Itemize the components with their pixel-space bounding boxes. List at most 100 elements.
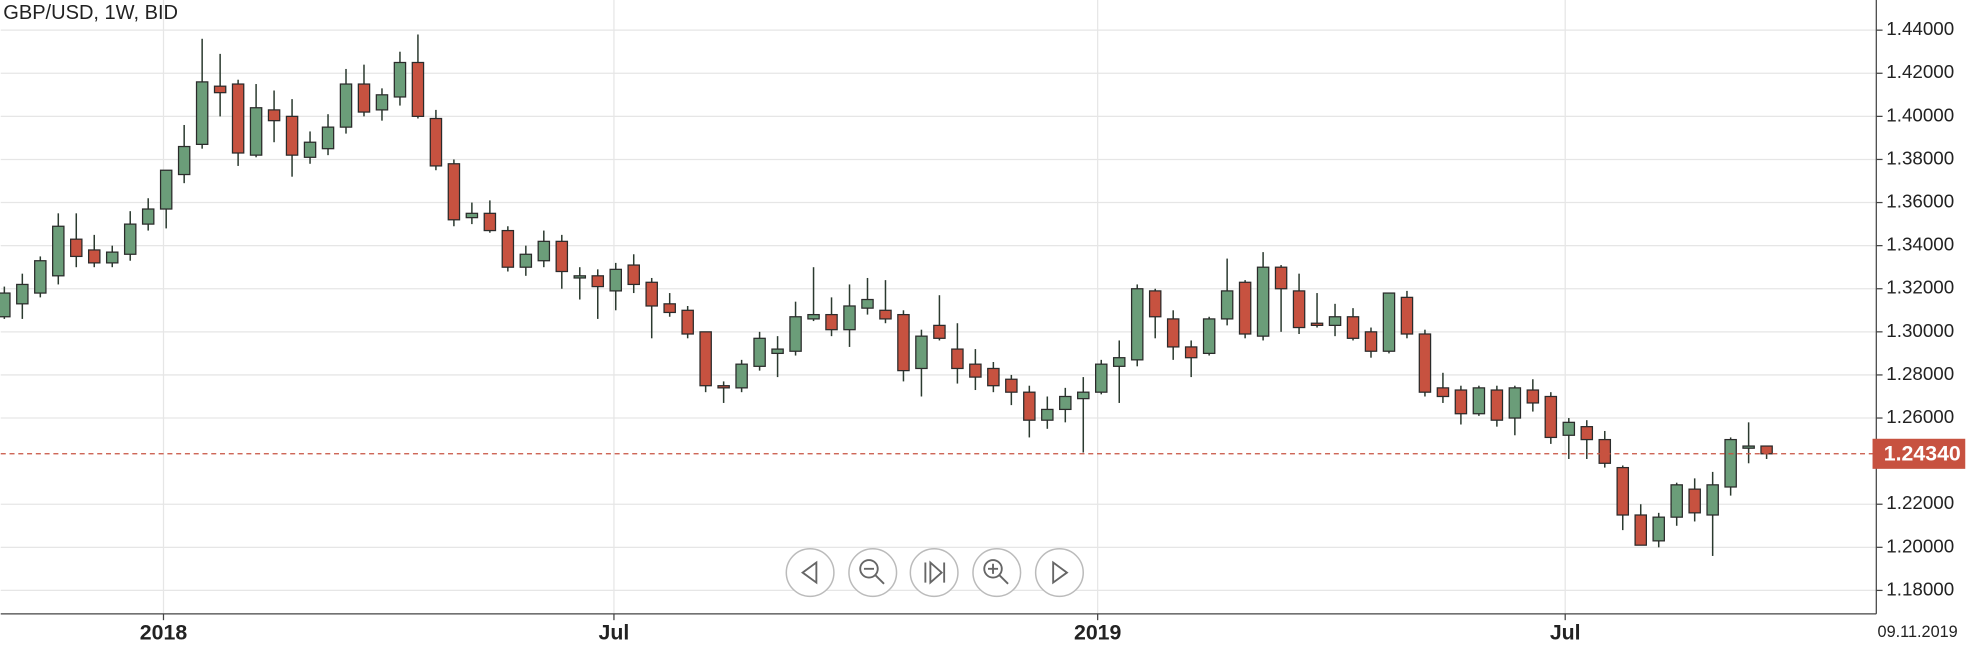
last-price-box: [1872, 438, 1966, 469]
candle-body: [1688, 488, 1701, 514]
candle-body: [933, 324, 946, 339]
candle-body: [645, 281, 658, 307]
y-tick-label: 1.44000: [1886, 18, 1954, 39]
candle-body: [735, 363, 748, 389]
y-tick-label: 1.18000: [1886, 578, 1954, 599]
candle-body: [52, 225, 65, 277]
candle-body: [87, 249, 101, 264]
candle-body: [0, 292, 11, 318]
x-tick-label: Jul: [1550, 621, 1581, 645]
candle-body: [1130, 288, 1144, 361]
candle-body: [1616, 466, 1630, 516]
navigation: [785, 548, 1084, 598]
candle-body: [195, 81, 209, 145]
candle-body: [105, 251, 119, 264]
x-tick-label: 2018: [140, 621, 188, 645]
candle-body: [177, 145, 191, 176]
candle-body: [393, 61, 407, 98]
candles: [0, 34, 1773, 556]
candle-body: [1041, 408, 1054, 421]
candle-body: [1023, 391, 1036, 421]
zoom-in-button[interactable]: [972, 548, 1022, 598]
candle-body: [1256, 266, 1270, 337]
candle-body: [16, 283, 29, 305]
candle-body: [303, 141, 317, 158]
candle-body: [1382, 292, 1396, 352]
candle-body: [1436, 387, 1450, 398]
candle-body: [1112, 357, 1126, 367]
last-price-label: 1.24340: [1884, 442, 1961, 466]
candle-body: [771, 348, 784, 355]
candle-body: [1724, 438, 1737, 488]
candle-body: [1580, 426, 1594, 441]
candle-body: [123, 223, 137, 255]
candle-body: [1652, 516, 1665, 542]
candle-body: [267, 109, 281, 122]
candle-body: [969, 363, 982, 378]
candle-body: [915, 335, 928, 370]
candle-body: [1400, 296, 1414, 335]
candle-body: [807, 313, 820, 320]
reset-button[interactable]: [909, 548, 959, 598]
candle-body: [1634, 514, 1647, 546]
candle-body: [1760, 445, 1773, 455]
candle-body: [1274, 266, 1288, 290]
candle-body: [1184, 346, 1198, 359]
candle-body: [70, 238, 83, 258]
candle-body: [447, 163, 461, 221]
candle-body: [411, 61, 425, 117]
candle-body: [357, 83, 371, 113]
x-tick-label: Jul: [599, 621, 630, 645]
scroll-left-button[interactable]: [785, 548, 835, 598]
y-tick-label: 1.38000: [1886, 147, 1954, 168]
candle-body: [1670, 484, 1683, 518]
candle-body: [861, 298, 874, 309]
y-tick-label: 1.28000: [1886, 363, 1954, 384]
candle-body: [321, 126, 335, 150]
candle-body: [789, 316, 802, 352]
y-tick-label: 1.20000: [1886, 535, 1954, 556]
candle-body: [141, 208, 155, 225]
candle-body: [1364, 331, 1378, 352]
candle-body: [1454, 389, 1468, 415]
candle-body: [519, 253, 533, 268]
y-tick-label: 1.22000: [1886, 492, 1954, 513]
candle-body: [285, 115, 299, 156]
y-tick-label: 1.30000: [1886, 320, 1954, 341]
candle-body: [681, 309, 694, 335]
candle-body: [1005, 378, 1018, 393]
candle-body: [753, 337, 766, 367]
candle-body: [429, 117, 443, 167]
candle-body: [555, 240, 569, 273]
candle-body: [1472, 387, 1486, 415]
candle-body: [591, 275, 605, 288]
candle-body: [465, 212, 479, 219]
candle-body: [483, 212, 497, 232]
y-tick-label: 1.32000: [1886, 277, 1954, 298]
candle-body: [825, 313, 838, 331]
candle-body: [1077, 391, 1090, 400]
candle-body: [1598, 438, 1612, 464]
candle-body: [213, 85, 227, 94]
candle-body: [501, 229, 515, 268]
candle-body: [1544, 395, 1558, 439]
candle-body: [987, 367, 1000, 387]
candle-body: [1490, 389, 1504, 421]
grid: [0, 0, 1877, 614]
candle-body: [951, 348, 964, 370]
candle-body: [1508, 387, 1522, 419]
candle-body: [627, 264, 640, 286]
scroll-right-button[interactable]: [1034, 548, 1084, 598]
candle-body: [1166, 318, 1180, 348]
candle-body: [843, 305, 856, 331]
candle-body: [1526, 389, 1540, 404]
candle-body: [717, 385, 730, 389]
candle-body: [1346, 316, 1360, 339]
candle-body: [879, 309, 892, 320]
candle-body: [609, 268, 623, 292]
y-tick-label: 1.26000: [1886, 406, 1954, 427]
candle-body: [1706, 484, 1719, 516]
candle-body: [249, 107, 263, 156]
candle-body: [1148, 290, 1162, 318]
zoom-out-button[interactable]: [848, 548, 898, 598]
